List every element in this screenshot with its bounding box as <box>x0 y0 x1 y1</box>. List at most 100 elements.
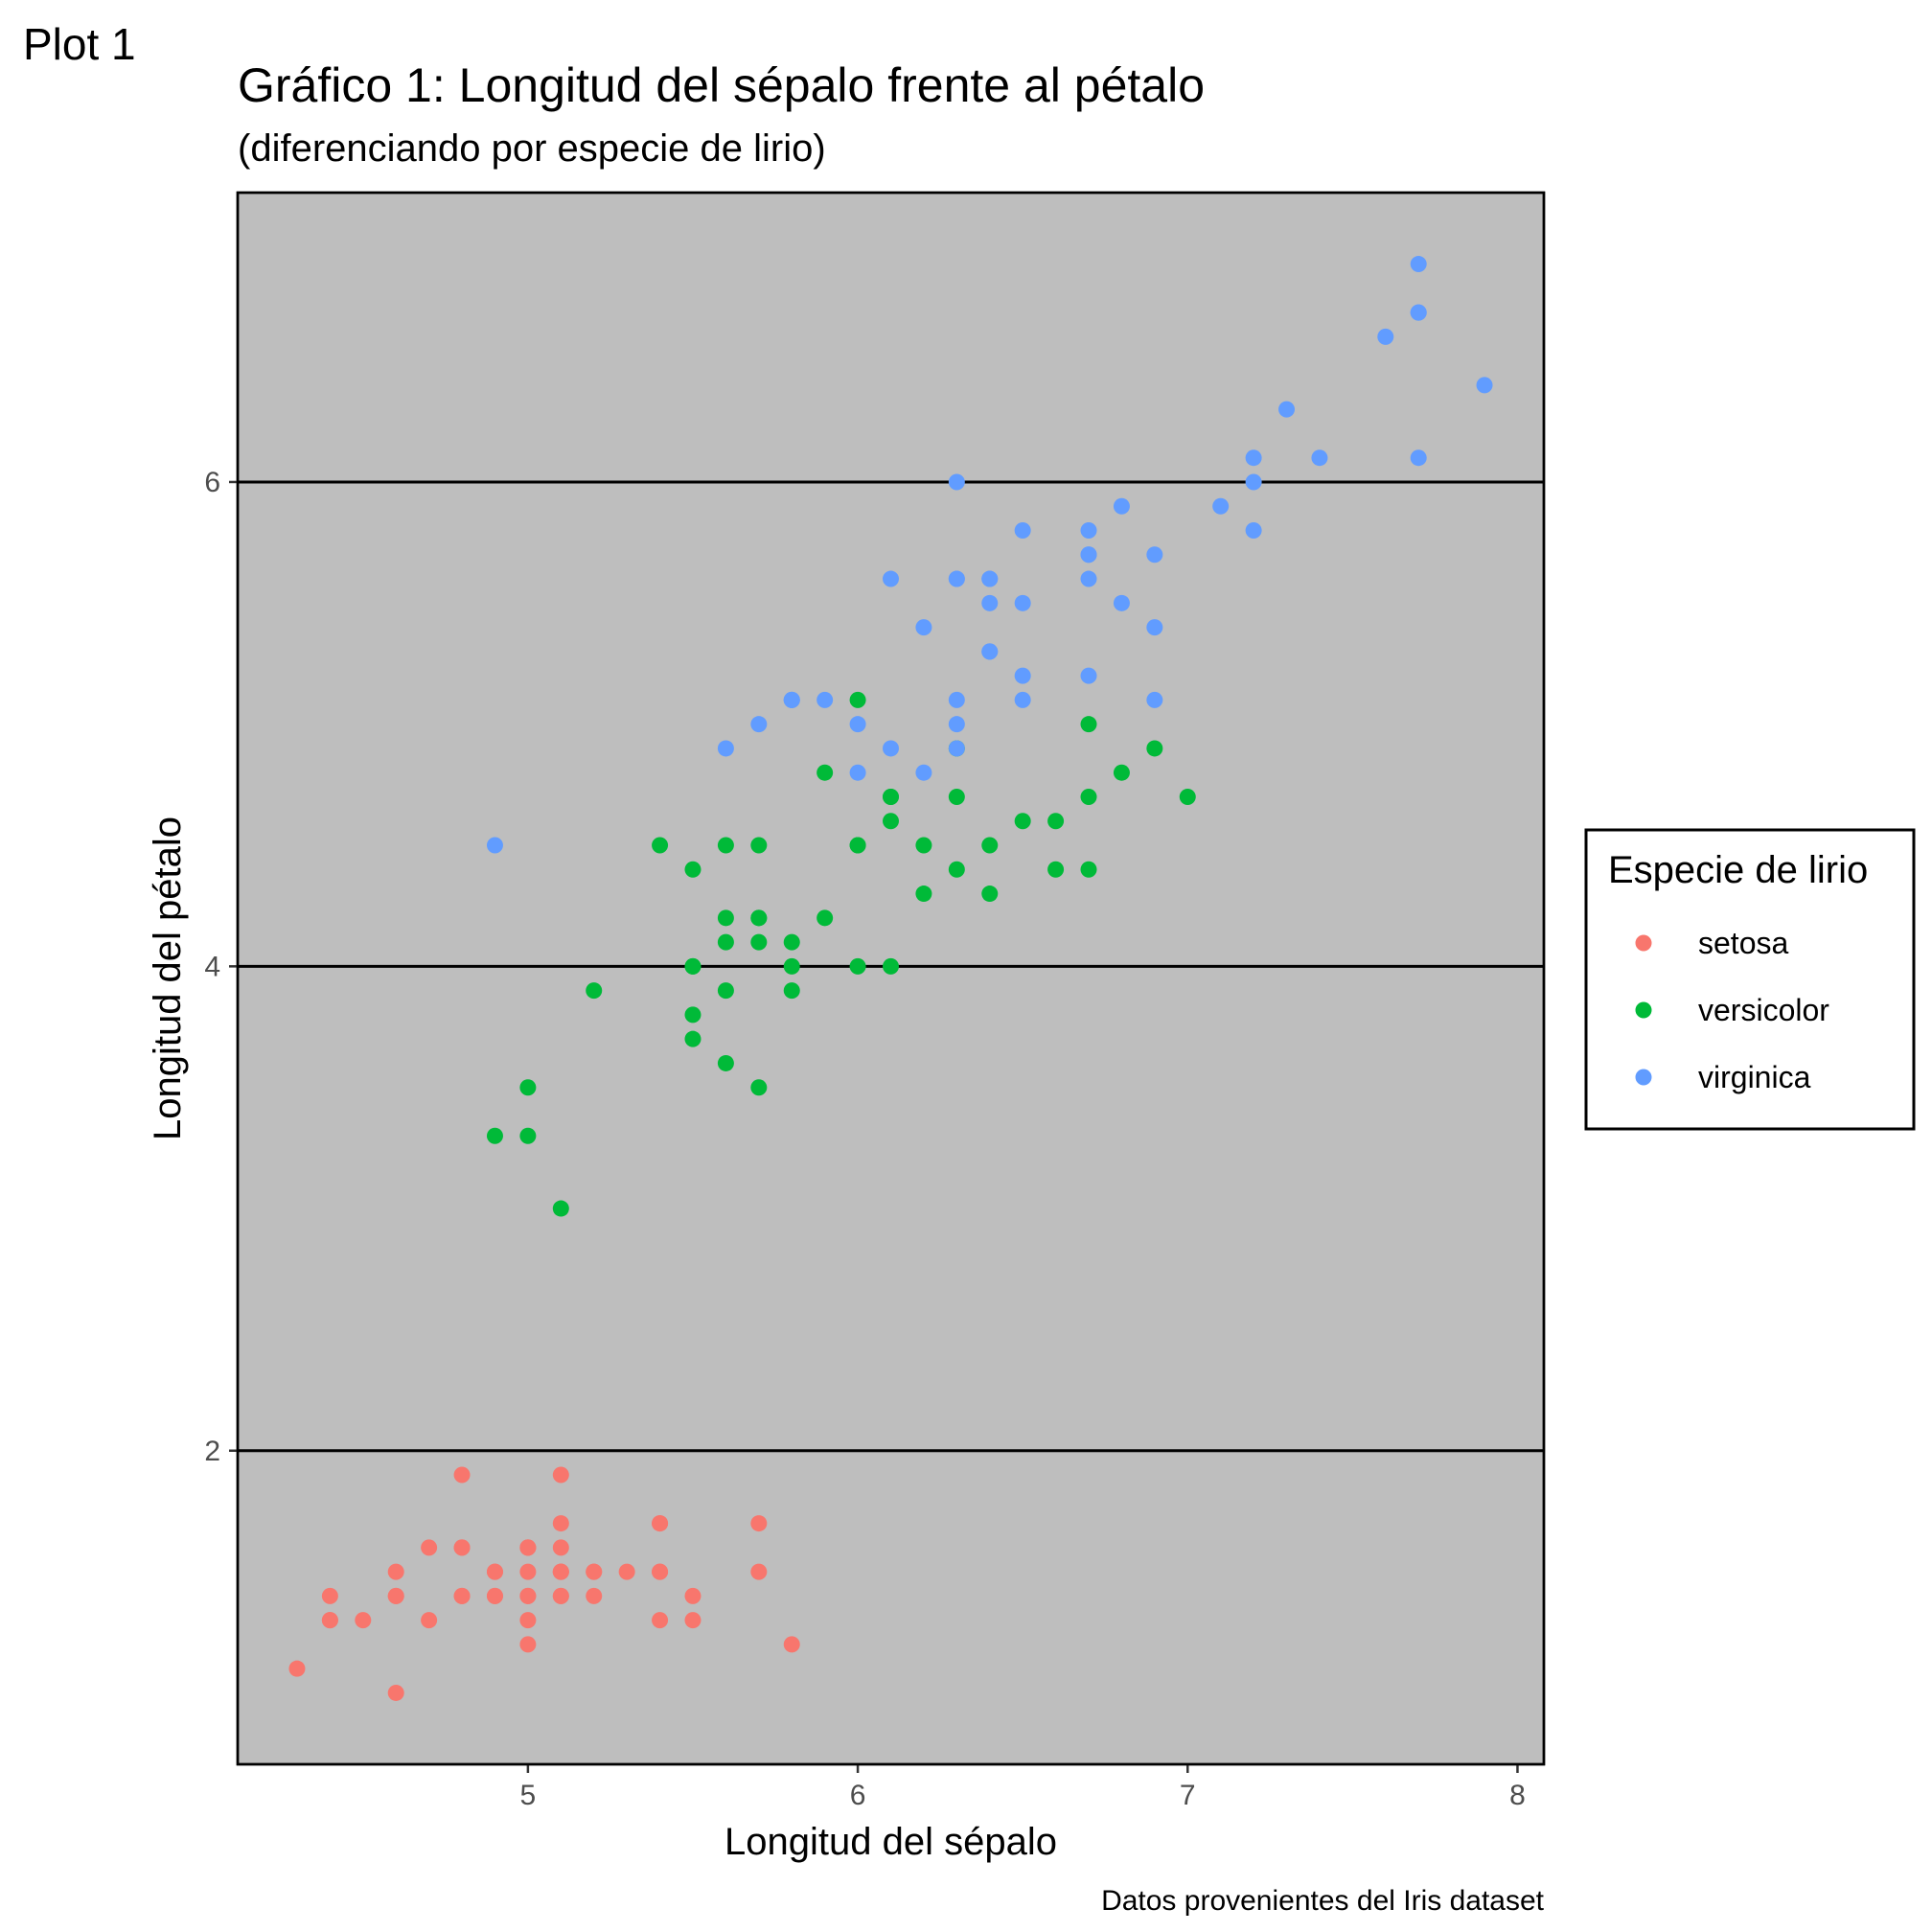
y-tick-label: 4 <box>204 951 220 982</box>
point-versicolor <box>783 982 800 1000</box>
point-setosa <box>618 1563 635 1580</box>
point-setosa <box>750 1563 768 1580</box>
point-virginica <box>1410 304 1427 321</box>
chart-subtitle: (diferenciando por especie de lirio) <box>238 127 826 170</box>
point-versicolor <box>883 788 899 805</box>
point-virginica <box>883 570 899 587</box>
point-versicolor <box>519 1127 537 1144</box>
point-virginica <box>915 619 932 636</box>
point-versicolor <box>684 957 702 975</box>
point-virginica <box>915 764 932 781</box>
point-setosa <box>552 1539 569 1556</box>
point-virginica <box>1146 619 1163 636</box>
plot-tag: Plot 1 <box>23 19 136 69</box>
point-setosa <box>652 1612 669 1629</box>
point-virginica <box>1245 449 1262 467</box>
point-versicolor <box>948 861 965 878</box>
data-points <box>288 256 1493 1701</box>
legend-label-virginica: virginica <box>1698 1060 1811 1094</box>
point-versicolor <box>684 1006 702 1024</box>
point-virginica <box>1410 256 1427 273</box>
point-setosa <box>421 1612 438 1629</box>
point-versicolor <box>717 1054 734 1071</box>
point-versicolor <box>981 886 999 903</box>
y-axis-title: Longitud del pétalo <box>147 816 189 1140</box>
point-virginica <box>1146 691 1163 708</box>
point-setosa <box>421 1539 438 1556</box>
point-versicolor <box>750 909 768 927</box>
point-versicolor <box>915 837 932 854</box>
point-setosa <box>684 1612 702 1629</box>
point-versicolor <box>586 982 603 1000</box>
point-versicolor <box>883 813 899 830</box>
point-setosa <box>453 1587 471 1604</box>
legend-key-versicolor <box>1635 1001 1652 1019</box>
axes: 2 4 6 5 6 7 8 <box>204 191 1546 1811</box>
point-virginica <box>981 594 999 611</box>
point-virginica <box>948 570 965 587</box>
point-setosa <box>519 1563 537 1580</box>
point-virginica <box>948 716 965 733</box>
point-versicolor <box>1113 764 1130 781</box>
point-versicolor <box>652 837 669 854</box>
point-setosa <box>684 1587 702 1604</box>
x-tick-label: 5 <box>520 1780 537 1811</box>
point-setosa <box>387 1587 404 1604</box>
legend: Especie de lirio setosa versicolor virgini… <box>1584 828 1916 1131</box>
point-versicolor <box>684 1030 702 1047</box>
point-versicolor <box>849 957 866 975</box>
point-versicolor <box>684 861 702 878</box>
point-virginica <box>948 740 965 757</box>
point-setosa <box>750 1515 768 1532</box>
point-versicolor <box>717 837 734 854</box>
point-setosa <box>321 1612 338 1629</box>
point-versicolor <box>849 691 866 708</box>
point-versicolor <box>552 1200 569 1217</box>
point-virginica <box>849 716 866 733</box>
legend-title: Especie de lirio <box>1608 849 1868 891</box>
chart-caption: Datos provenientes del Iris dataset <box>1101 1885 1545 1917</box>
point-versicolor <box>948 788 965 805</box>
point-virginica <box>1410 449 1427 467</box>
point-versicolor <box>783 933 800 951</box>
point-versicolor <box>915 886 932 903</box>
point-versicolor <box>1179 788 1196 805</box>
point-virginica <box>1014 667 1031 684</box>
point-setosa <box>321 1587 338 1604</box>
point-versicolor <box>486 1127 503 1144</box>
point-setosa <box>552 1587 569 1604</box>
point-virginica <box>1113 594 1130 611</box>
point-versicolor <box>750 1079 768 1096</box>
point-versicolor <box>519 1079 537 1096</box>
point-versicolor <box>1080 788 1097 805</box>
point-virginica <box>849 764 866 781</box>
point-setosa <box>355 1612 372 1629</box>
point-setosa <box>387 1684 404 1701</box>
point-virginica <box>1245 473 1262 491</box>
point-versicolor <box>750 933 768 951</box>
legend-label-versicolor: versicolor <box>1698 993 1829 1027</box>
point-setosa <box>387 1563 404 1580</box>
legend-key-setosa <box>1635 934 1652 952</box>
point-virginica <box>1014 594 1031 611</box>
point-virginica <box>1278 401 1296 418</box>
x-axis-title: Longitud del sépalo <box>724 1821 1057 1863</box>
plot-panel <box>236 191 1546 1766</box>
panel-border <box>236 191 1546 1766</box>
y-tick-label: 2 <box>204 1436 220 1467</box>
point-virginica <box>1212 497 1230 515</box>
point-versicolor <box>849 837 866 854</box>
point-virginica <box>1113 497 1130 515</box>
point-virginica <box>1377 328 1394 345</box>
point-setosa <box>288 1660 306 1677</box>
point-setosa <box>552 1515 569 1532</box>
point-versicolor <box>1014 813 1031 830</box>
point-virginica <box>1080 570 1097 587</box>
point-setosa <box>552 1563 569 1580</box>
point-virginica <box>1080 667 1097 684</box>
y-tick-label: 6 <box>204 467 220 498</box>
point-versicolor <box>816 909 834 927</box>
point-setosa <box>552 1466 569 1484</box>
point-virginica <box>1476 377 1493 394</box>
